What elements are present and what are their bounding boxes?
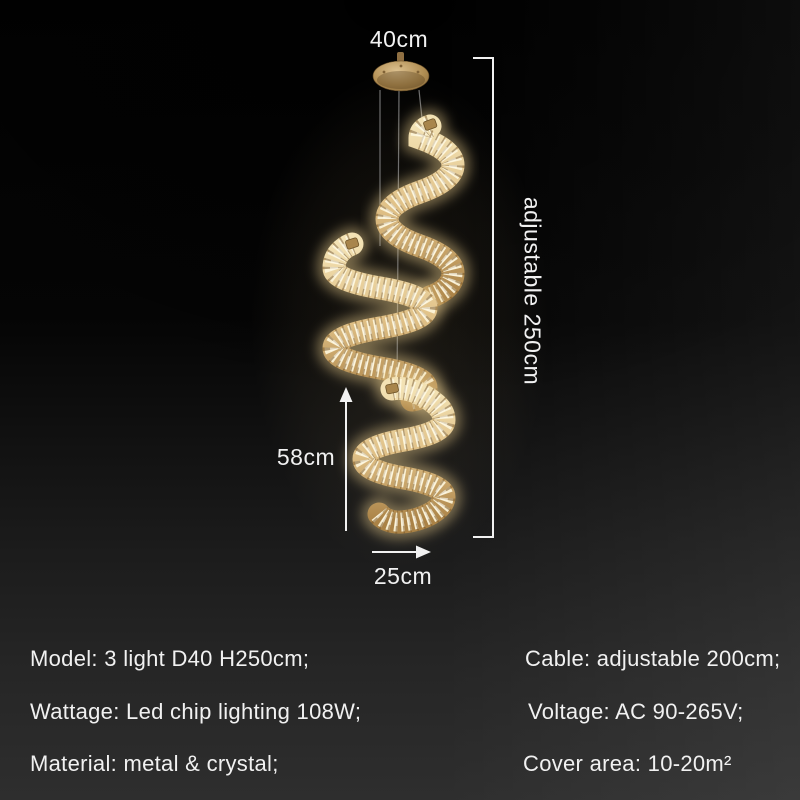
fixture-width-label: 25cm (373, 563, 433, 589)
height-bracket (473, 57, 494, 538)
spec-cover-area: Cover area: 10-20m² (523, 751, 732, 776)
height-arrow-icon (339, 387, 353, 531)
fixture-height-label: 58cm (276, 444, 336, 470)
spec-voltage: Voltage: AC 90-265V; (528, 699, 744, 724)
adjustable-height-label: adjustable 250cm (519, 196, 546, 386)
spec-wattage: Wattage: Led chip lighting 108W; (30, 699, 362, 724)
width-arrow-icon (372, 545, 431, 559)
metal-fittings (345, 118, 438, 395)
ceiling-canopy (372, 52, 430, 92)
spec-model: Model: 3 light D40 H250cm; (30, 646, 310, 671)
canopy-width-label: 40cm (369, 26, 429, 52)
spec-material: Material: metal & crystal; (30, 751, 279, 776)
spec-cable: Cable: adjustable 200cm; (525, 646, 781, 671)
